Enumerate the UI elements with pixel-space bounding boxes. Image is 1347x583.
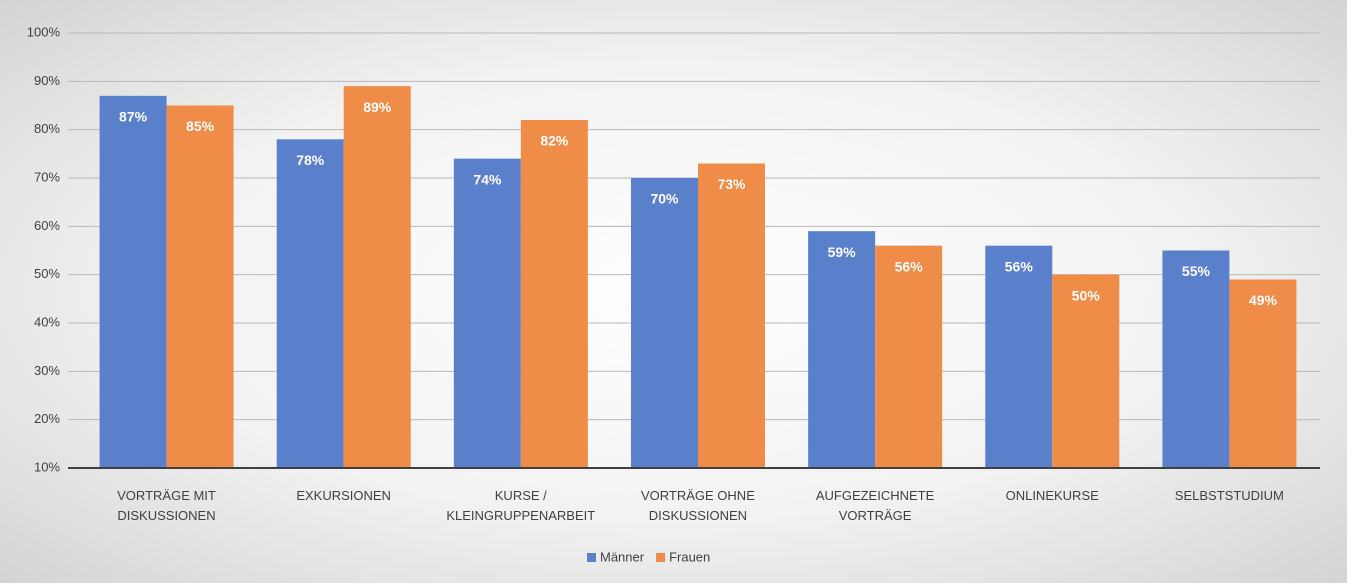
data-label: 56% [895, 258, 924, 274]
bar [875, 245, 943, 468]
legend-swatch [656, 553, 666, 562]
y-tick-label: 60% [34, 218, 60, 233]
y-tick-label: 80% [34, 121, 60, 136]
bar [808, 231, 876, 468]
data-label: 50% [1072, 287, 1101, 303]
y-tick-label: 100% [27, 24, 61, 39]
bar [985, 245, 1053, 468]
bar [631, 178, 698, 468]
y-tick-label: 30% [34, 363, 60, 378]
data-label: 82% [540, 133, 569, 149]
data-label: 73% [717, 176, 746, 192]
bar [698, 163, 765, 468]
x-tick-label: AUFGEZEICHNETE VORTRÄGE [815, 488, 935, 523]
x-tick-label: ONLINEKURSE [1005, 488, 1099, 503]
y-tick-label: 50% [34, 266, 60, 281]
x-tick-label: VORTRÄGE OHNE DISKUSSIONEN [640, 488, 755, 523]
bar [1229, 279, 1297, 468]
y-tick-label: 40% [34, 314, 60, 329]
bar [1052, 274, 1120, 468]
bar [166, 105, 234, 468]
data-label: 56% [1005, 258, 1034, 274]
x-tick-label: EXKURSIONEN [296, 488, 391, 503]
bar [1162, 250, 1230, 468]
data-label: 70% [650, 191, 679, 207]
bar [99, 95, 167, 468]
x-tick-label: KURSE / KLEINGRUPPENARBEIT [446, 488, 596, 523]
bar [276, 139, 344, 469]
y-tick-label: 70% [34, 169, 60, 184]
data-label: 59% [828, 244, 857, 260]
data-label: 49% [1249, 292, 1278, 308]
y-tick-label: 20% [34, 411, 60, 426]
y-tick-label: 90% [34, 73, 60, 88]
data-label: 78% [296, 152, 325, 168]
data-label: 55% [1182, 263, 1211, 279]
data-label: 74% [473, 171, 502, 187]
y-tick-label: 10% [34, 459, 60, 474]
bar [520, 120, 588, 468]
data-label: 85% [186, 118, 215, 134]
x-tick-label: SELBSTSTUDIUM [1174, 488, 1284, 503]
bar [453, 158, 521, 468]
legend-label: Männer [600, 549, 645, 564]
legend-label: Frauen [669, 549, 710, 564]
data-label: 87% [119, 109, 148, 125]
x-tick-label: VORTRÄGE MIT DISKUSSIONEN [117, 488, 216, 523]
bar [343, 86, 411, 469]
data-label: 89% [363, 99, 392, 115]
legend-swatch [587, 553, 596, 562]
